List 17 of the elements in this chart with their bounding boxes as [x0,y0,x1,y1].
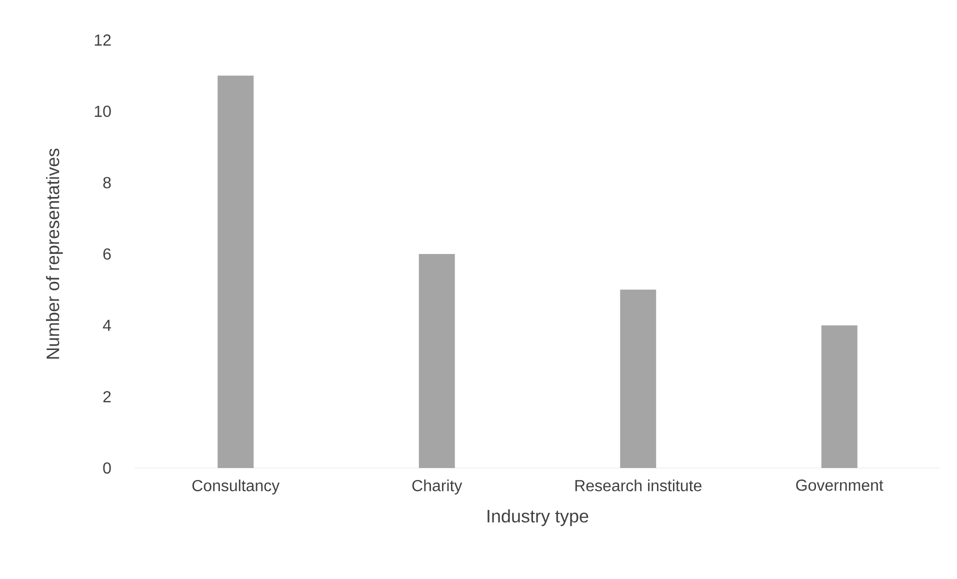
x-tick-label: Consultancy [192,480,280,494]
bar [418,254,455,468]
bar [218,76,254,468]
x-axis-title: Industry type [488,509,588,526]
bar [620,290,656,468]
x-tick-label: Research institute [575,480,702,492]
y-tick-label: 4 [102,320,112,331]
bar [821,325,858,468]
x-tick-label: Government [796,480,884,491]
y-tick-label: 6 [103,248,111,260]
x-tick-label: Charity [412,480,462,494]
y-tick-label: 0 [103,462,111,474]
y-tick-label: 10 [94,106,111,117]
y-tick-label: 12 [94,34,111,46]
y-axis-title: Number of representatives [46,148,63,359]
y-tick-label: 8 [103,177,111,188]
y-tick-label: 2 [103,391,111,402]
